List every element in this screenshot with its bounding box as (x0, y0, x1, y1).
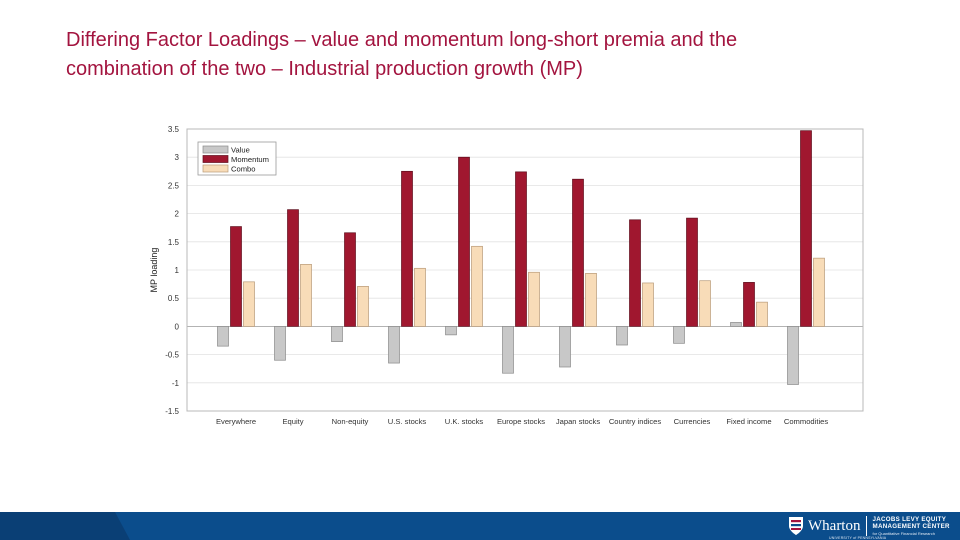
center-name-line3: for Quantitative Financial Research (872, 530, 935, 536)
x-tick-label: Country indices (609, 417, 662, 426)
x-tick-label: Japan stocks (556, 417, 601, 426)
bar-value (559, 326, 571, 368)
x-tick-label: U.K. stocks (445, 417, 484, 426)
wharton-logo[interactable]: Wharton UNIVERSITY of PENNSYLVANIA JACOB… (788, 515, 950, 540)
bar-combo (471, 245, 483, 327)
legend-label-momentum: Momentum (231, 155, 269, 164)
x-tick-label: Currencies (674, 417, 711, 426)
y-tick-label: 1.5 (168, 238, 180, 247)
y-tick-label: 3 (175, 153, 180, 162)
y-tick-label: 0.5 (168, 294, 180, 303)
bar-value (502, 326, 514, 374)
footer-accent (0, 512, 130, 540)
bar-momentum (629, 219, 641, 327)
bar-chart: 3.5 3 2.5 2 1.5 1 0.5 0 -0.5 -1 -1.5 Everywhere Equ… (149, 125, 864, 426)
bar-momentum (458, 156, 470, 327)
bar-combo (642, 282, 654, 327)
y-tick-label: 2 (175, 210, 180, 219)
logo-divider (866, 516, 868, 536)
bar-value (673, 326, 685, 344)
bar-momentum (515, 171, 527, 327)
plot-frame (186, 128, 864, 412)
bar-value (331, 326, 343, 342)
legend-swatch-combo (202, 164, 229, 173)
center-name-line1: JACOBS LEVY EQUITY (872, 515, 947, 523)
slide-title-line1: Differing Factor Loadings – value and mo… (66, 29, 738, 51)
bar-momentum (287, 209, 299, 327)
center-name: JACOBS LEVY EQUITY MANAGEMENT CENTER for… (872, 516, 949, 537)
bar-momentum (344, 232, 356, 327)
bar-combo (357, 286, 369, 327)
y-axis-label: MP loading (149, 248, 159, 293)
x-tick-label: Commodities (784, 417, 829, 426)
footer-bar: Wharton UNIVERSITY of PENNSYLVANIA JACOB… (0, 512, 960, 540)
bar-combo (813, 257, 825, 327)
bar-combo (300, 264, 312, 327)
legend-swatch-momentum (202, 155, 229, 163)
center-name-line2: MANAGEMENT CENTER (872, 522, 950, 530)
bar-value (217, 326, 229, 347)
bar-momentum (401, 170, 413, 327)
y-tick-label: -1.5 (165, 407, 179, 416)
slide-title: Differing Factor Loadings – value and mo… (66, 26, 926, 84)
bar-combo (528, 271, 540, 327)
x-tick-label: U.S. stocks (388, 417, 427, 426)
bar-combo (699, 280, 711, 327)
slide-title-line2: combination of the two – Industrial prod… (66, 58, 583, 80)
y-tick-label: 2.5 (168, 181, 180, 190)
legend-label-value: Value (231, 145, 250, 154)
bar-combo (585, 273, 597, 327)
y-tick-label: 1 (175, 266, 180, 275)
wharton-wordmark: Wharton (808, 517, 861, 534)
bar-value (616, 326, 628, 346)
bar-momentum (572, 178, 584, 327)
bar-combo (243, 281, 255, 327)
x-tick-label: Non-equity (332, 417, 369, 426)
x-tick-label: Equity (282, 417, 303, 426)
bar-momentum (686, 217, 698, 327)
penn-shield-icon (789, 517, 803, 535)
bar-value (787, 326, 799, 385)
x-tick-label: Fixed income (726, 417, 771, 426)
bar-value (388, 326, 400, 364)
y-tick-label: 0 (175, 322, 180, 331)
legend-swatch-value (202, 145, 229, 154)
bar-value (730, 322, 742, 327)
wharton-subtext: UNIVERSITY of PENNSYLVANIA (829, 535, 887, 540)
legend-label-combo: Combo (231, 164, 255, 173)
bar-value (274, 326, 286, 361)
bar-combo (756, 301, 768, 327)
bar-value (445, 326, 457, 336)
y-tick-label: -0.5 (165, 351, 179, 360)
y-tick-label: -1 (172, 379, 180, 388)
bar-momentum (743, 282, 755, 327)
bar-combo (414, 267, 426, 327)
y-tick-label: 3.5 (168, 125, 180, 134)
bar-momentum (230, 226, 242, 327)
x-tick-label: Everywhere (216, 417, 256, 426)
bar-momentum (800, 130, 812, 327)
x-tick-label: Europe stocks (497, 417, 545, 426)
